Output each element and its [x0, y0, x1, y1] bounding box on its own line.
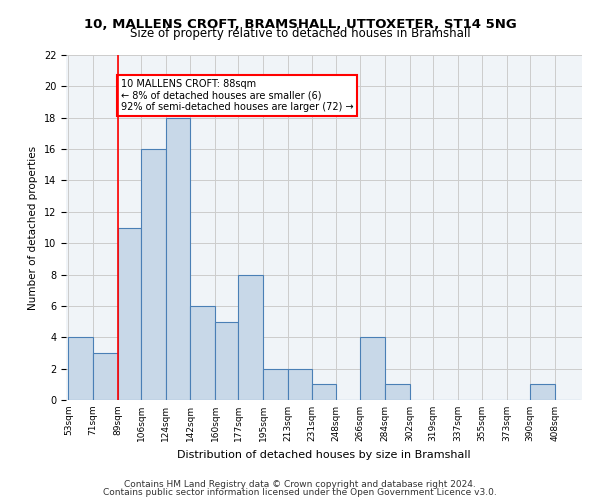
- Bar: [190, 306, 215, 400]
- Bar: [530, 384, 555, 400]
- Bar: [385, 384, 410, 400]
- Text: Contains HM Land Registry data © Crown copyright and database right 2024.: Contains HM Land Registry data © Crown c…: [124, 480, 476, 489]
- Bar: [118, 228, 141, 400]
- Bar: [141, 149, 166, 400]
- Text: Contains public sector information licensed under the Open Government Licence v3: Contains public sector information licen…: [103, 488, 497, 497]
- Bar: [93, 353, 118, 400]
- Bar: [166, 118, 190, 400]
- X-axis label: Distribution of detached houses by size in Bramshall: Distribution of detached houses by size …: [177, 450, 471, 460]
- Bar: [68, 338, 93, 400]
- Text: 10, MALLENS CROFT, BRAMSHALL, UTTOXETER, ST14 5NG: 10, MALLENS CROFT, BRAMSHALL, UTTOXETER,…: [83, 18, 517, 30]
- Text: 10 MALLENS CROFT: 88sqm
← 8% of detached houses are smaller (6)
92% of semi-deta: 10 MALLENS CROFT: 88sqm ← 8% of detached…: [121, 78, 353, 112]
- Bar: [361, 338, 385, 400]
- Bar: [313, 384, 335, 400]
- Bar: [263, 368, 287, 400]
- Bar: [287, 368, 313, 400]
- Y-axis label: Number of detached properties: Number of detached properties: [28, 146, 38, 310]
- Text: Size of property relative to detached houses in Bramshall: Size of property relative to detached ho…: [130, 28, 470, 40]
- Bar: [215, 322, 238, 400]
- Bar: [238, 274, 263, 400]
